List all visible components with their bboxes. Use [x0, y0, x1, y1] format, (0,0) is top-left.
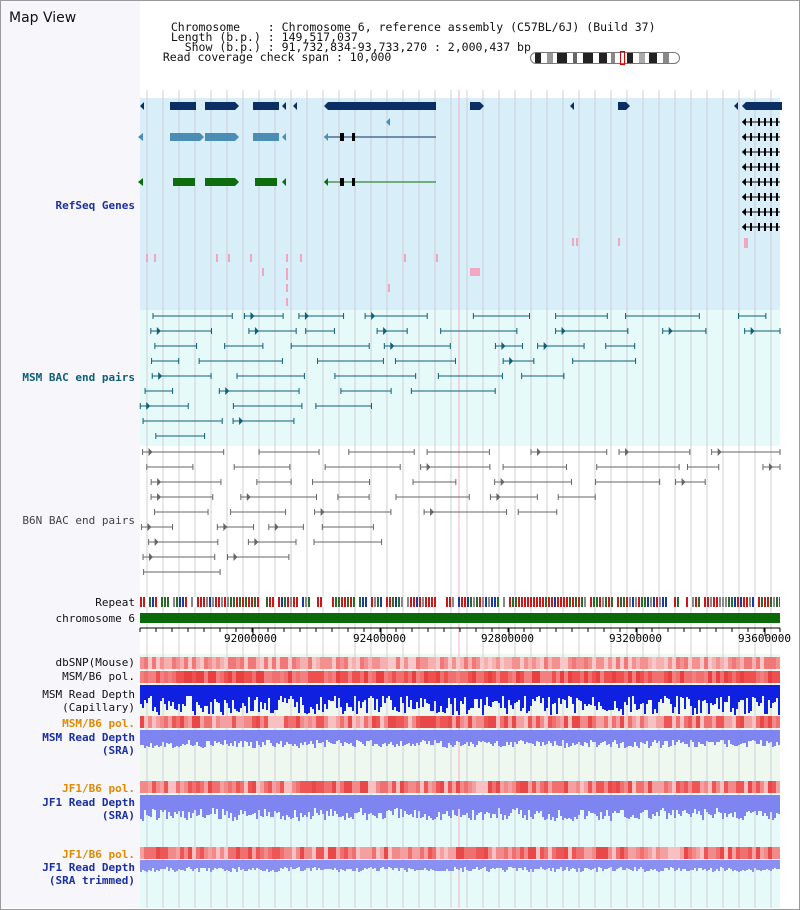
jf1-read-depth-trimmed-track[interactable] — [140, 860, 780, 872]
dbsnp-track[interactable] — [140, 657, 780, 669]
chromosome-position-marker — [620, 51, 625, 65]
track-label-repeat: Repeat — [95, 596, 135, 609]
length-info: Length (b.p.) : 149,517,037 — [157, 22, 358, 44]
chromosome-bar — [140, 613, 780, 623]
coverage-label: Read coverage check span : — [162, 50, 350, 64]
track-label-jf1-depth-trimmed: JF1 Read Depth — [42, 861, 135, 874]
show-label: Show (b.p.) : — [170, 40, 282, 54]
msm-b6-pol2-track[interactable] — [140, 716, 780, 728]
coverage-info: Read coverage check span : 10,000 — [149, 42, 392, 64]
b6n-bac-end-pairs-track[interactable] — [130, 446, 790, 596]
chromosome-ideogram[interactable] — [530, 52, 680, 64]
msm-bac-end-pairs-track[interactable] — [130, 308, 790, 448]
axis-tick-label: 93200000 — [609, 632, 662, 645]
axis-tick-label: 92800000 — [481, 632, 534, 645]
msm-read-depth-capillary-track[interactable] — [140, 685, 780, 715]
chromosome-value: Chromosome 6, reference assembly (C57BL/… — [281, 20, 656, 34]
show-info: Show (b.p.) : 91,732,834-93,733,270 : 2,… — [157, 32, 531, 54]
jf1-b6-pol2-track[interactable] — [140, 847, 780, 859]
track-label-msm-depth-capillary: MSM Read Depth — [42, 688, 135, 701]
track-label-msm-bac[interactable]: MSM BAC end pairs — [22, 371, 135, 384]
page-title: Map View — [9, 10, 77, 26]
track-label-msm-depth-capillary-sub: (Capillary) — [62, 701, 135, 714]
track-label-jf1-depth: JF1 Read Depth — [42, 796, 135, 809]
track-label-dbsnp: dbSNP(Mouse) — [55, 656, 135, 669]
track-label-column — [1, 1, 140, 908]
track-label-jf1-b6-pol: JF1/B6 pol. — [62, 782, 135, 795]
jf1-read-depth-sra-track[interactable] — [140, 795, 780, 821]
length-value: 149,517,037 — [281, 30, 358, 44]
track-label-msm-b6-pol: MSM/B6 pol. — [62, 670, 135, 683]
axis-tick-label: 93600000 — [738, 632, 791, 645]
msm-b6-pol-track[interactable] — [140, 671, 780, 683]
msm-read-depth-sra-track[interactable] — [140, 730, 780, 748]
axis-tick-label: 92400000 — [353, 632, 406, 645]
position-axis — [139, 627, 781, 636]
track-label-msm-depth-sra: MSM Read Depth — [42, 731, 135, 744]
show-value: 91,732,834-93,733,270 : 2,000,437 bp — [281, 40, 531, 54]
track-label-b6n-bac[interactable]: B6N BAC end pairs — [22, 514, 135, 527]
axis-tick-label: 92000000 — [224, 632, 277, 645]
chromosome-label: Chromosome : — [170, 20, 282, 34]
track-label-msm-depth-sra-sub: (SRA) — [101, 744, 135, 757]
coverage-value: 10,000 — [349, 50, 392, 64]
track-label-jf1-b6-pol2: JF1/B6 pol. — [62, 848, 135, 861]
refseq-genes-track[interactable] — [130, 96, 790, 311]
track-label-refseq[interactable]: RefSeq Genes — [55, 199, 135, 212]
length-label: Length (b.p.) : — [170, 30, 282, 44]
refseq-track-bg — [140, 98, 780, 310]
repeat-track[interactable] — [140, 597, 780, 607]
track-label-jf1-depth-sub: (SRA) — [101, 809, 135, 822]
msm-bac-track-bg — [140, 310, 780, 446]
b6n-bac-track-bg — [140, 446, 780, 596]
chromosome-info: Chromosome : Chromosome 6, reference ass… — [157, 12, 656, 34]
jf1-b6-pol-track[interactable] — [140, 781, 780, 793]
track-label-jf1-depth-trimmed-sub: (SRA trimmed) — [48, 874, 135, 887]
track-label-msm-b6-pol2: MSM/B6 pol. — [62, 717, 135, 730]
track-label-chromosome: chromosome 6 — [55, 612, 135, 625]
